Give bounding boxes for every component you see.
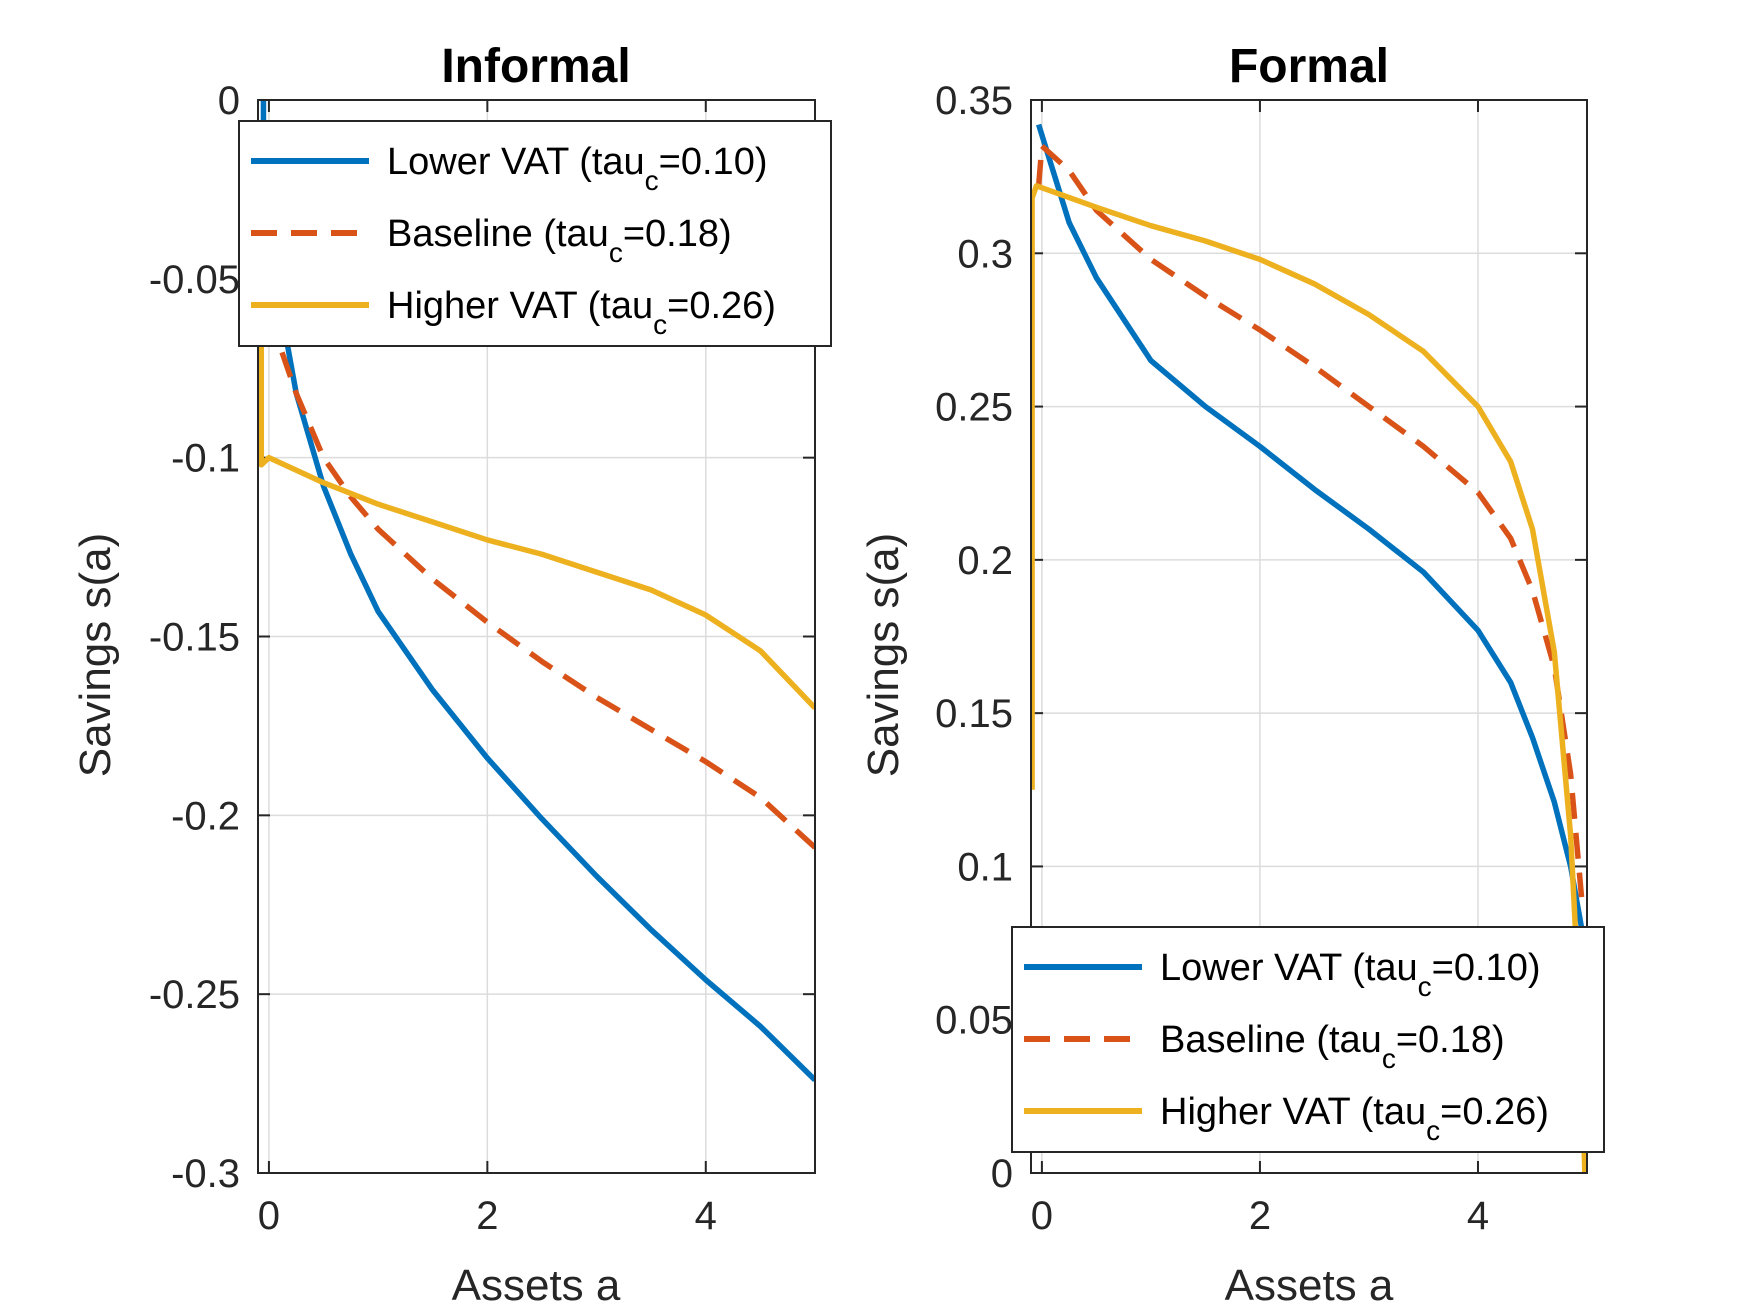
series-line-baseline-tau — [1035, 143, 1585, 898]
x-tick-label: 2 — [1249, 1194, 1271, 1238]
legend[interactable]: Lower VAT (tauc=0.10) Baseline (tauc=0.18… — [1011, 926, 1605, 1153]
y-axis-ticks: 0 0.05 0.1 0.15 0.2 0.25 0.3 0.35 — [935, 79, 1587, 1196]
x-tick-label: 0 — [258, 1194, 280, 1238]
legend-entry-label[interactable]: Lower VAT (tauc=0.10) — [387, 141, 767, 196]
y-tick-label: 0 — [991, 1152, 1013, 1196]
legend[interactable]: Lower VAT (tauc=0.10) Baseline (tauc=0.18… — [238, 120, 832, 347]
x-axis-ticks: 0 2 4 — [1031, 100, 1489, 1238]
x-axis-label: Assets a — [1225, 1261, 1394, 1310]
chart-title: Formal — [1229, 40, 1389, 93]
y-axis-ticks: -0.3 -0.25 -0.2 -0.15 -0.1 -0.05 0 — [149, 79, 815, 1196]
y-tick-label: -0.2 — [171, 794, 240, 838]
y-tick-label: -0.25 — [149, 973, 240, 1017]
x-axis-label: Assets a — [452, 1261, 621, 1310]
series-lines — [1031, 123, 1587, 1173]
legend-entry-label[interactable]: Higher VAT (tauc=0.26) — [387, 285, 776, 340]
x-axis-ticks: 0 2 4 — [258, 100, 717, 1238]
legend-entry-label[interactable]: Baseline (tauc=0.18) — [1160, 1019, 1505, 1074]
legend-entry-label[interactable]: Lower VAT (tauc=0.10) — [1160, 947, 1540, 1002]
axes-box — [1030, 99, 1588, 1174]
y-tick-label: 0.1 — [957, 845, 1013, 889]
series-line-higher-vat-tau — [258, 314, 815, 710]
x-tick-label: 4 — [1467, 1194, 1489, 1238]
y-tick-label: -0.15 — [149, 616, 240, 660]
y-tick-label: -0.05 — [149, 258, 240, 302]
y-axis-label: Savings s(a) — [71, 533, 120, 778]
x-tick-label: 2 — [476, 1194, 498, 1238]
informal-panel: Informal -0.3 -0.25 -0.2 -0.15 -0.1 -0.05 0 0 2… — [71, 40, 832, 1310]
y-tick-label: -0.3 — [171, 1152, 240, 1196]
formal-panel: Formal 0 0.05 0.1 0.15 0.2 0.25 0.3 0.35 0 2 4 As… — [859, 40, 1605, 1310]
chart-title: Informal — [441, 40, 630, 93]
x-tick-label: 0 — [1031, 1194, 1053, 1238]
series-line-lower-vat-tau — [1036, 123, 1585, 929]
legend-entry-label[interactable]: Baseline (tauc=0.18) — [387, 213, 732, 268]
series-line-baseline-tau — [266, 313, 815, 850]
legend-entry-label[interactable]: Higher VAT (tauc=0.26) — [1160, 1091, 1549, 1146]
y-tick-label: 0.35 — [935, 79, 1013, 123]
axes-box — [257, 99, 816, 1174]
y-tick-label: 0 — [218, 79, 240, 123]
y-tick-label: -0.1 — [171, 437, 240, 481]
x-tick-label: 4 — [695, 1194, 717, 1238]
y-tick-label: 0.25 — [935, 386, 1013, 430]
y-axis-label: Savings s(a) — [859, 533, 908, 778]
series-line-higher-vat-tau — [1031, 183, 1587, 1173]
y-tick-label: 0.05 — [935, 999, 1013, 1043]
y-tick-label: 0.15 — [935, 692, 1013, 736]
y-tick-label: 0.3 — [957, 232, 1013, 276]
y-tick-label: 0.2 — [957, 539, 1013, 583]
